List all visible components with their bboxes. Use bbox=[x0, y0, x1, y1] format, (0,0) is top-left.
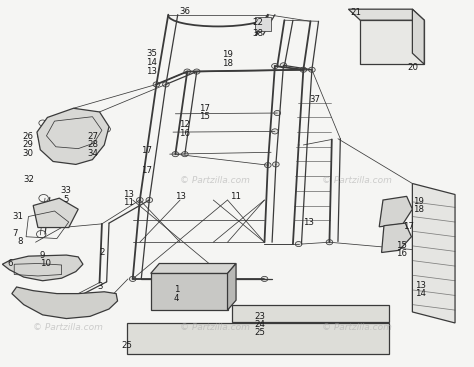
Text: 23: 23 bbox=[254, 312, 265, 321]
Polygon shape bbox=[360, 20, 424, 64]
Text: 30: 30 bbox=[22, 149, 33, 158]
Text: © Partzilla.com: © Partzilla.com bbox=[33, 323, 103, 332]
Text: 37: 37 bbox=[310, 95, 321, 103]
Text: 11: 11 bbox=[230, 192, 241, 201]
Polygon shape bbox=[412, 9, 424, 64]
Text: 16: 16 bbox=[396, 249, 408, 258]
Text: 5: 5 bbox=[64, 195, 69, 204]
Text: 31: 31 bbox=[12, 212, 24, 221]
Circle shape bbox=[272, 63, 278, 69]
Text: 17: 17 bbox=[141, 146, 153, 155]
Circle shape bbox=[273, 162, 279, 167]
Text: 1: 1 bbox=[173, 286, 179, 294]
Circle shape bbox=[172, 152, 179, 157]
Circle shape bbox=[280, 63, 287, 68]
Circle shape bbox=[146, 197, 153, 203]
Text: 13: 13 bbox=[302, 218, 314, 226]
Circle shape bbox=[300, 67, 307, 72]
Circle shape bbox=[264, 163, 271, 168]
Text: 2: 2 bbox=[99, 248, 105, 257]
Text: 35: 35 bbox=[146, 49, 157, 58]
Circle shape bbox=[153, 82, 160, 87]
Circle shape bbox=[295, 241, 302, 247]
Circle shape bbox=[193, 69, 200, 74]
Text: 25: 25 bbox=[254, 328, 265, 337]
Text: 19: 19 bbox=[413, 197, 423, 206]
Text: 17: 17 bbox=[403, 222, 414, 231]
Text: 13: 13 bbox=[415, 281, 427, 290]
Text: 13: 13 bbox=[146, 67, 157, 76]
Text: 16: 16 bbox=[179, 129, 191, 138]
Text: 3: 3 bbox=[98, 283, 103, 291]
Text: 12: 12 bbox=[179, 120, 191, 129]
Text: 25: 25 bbox=[121, 341, 133, 350]
Polygon shape bbox=[37, 108, 109, 164]
Text: 21: 21 bbox=[350, 8, 361, 17]
Polygon shape bbox=[412, 184, 455, 323]
Polygon shape bbox=[228, 264, 236, 310]
Polygon shape bbox=[379, 196, 412, 227]
Text: 28: 28 bbox=[87, 141, 98, 149]
Text: 36: 36 bbox=[179, 7, 191, 15]
Text: 26: 26 bbox=[22, 132, 33, 141]
Polygon shape bbox=[151, 273, 228, 310]
Text: 38: 38 bbox=[253, 29, 264, 37]
Text: 13: 13 bbox=[123, 190, 135, 199]
Circle shape bbox=[137, 197, 143, 203]
Circle shape bbox=[184, 69, 191, 74]
Text: 32: 32 bbox=[24, 175, 35, 184]
Circle shape bbox=[272, 129, 278, 134]
Polygon shape bbox=[151, 264, 236, 273]
Polygon shape bbox=[12, 287, 118, 319]
Text: 8: 8 bbox=[17, 237, 23, 246]
Text: 20: 20 bbox=[407, 63, 418, 72]
Polygon shape bbox=[33, 198, 78, 228]
Text: 11: 11 bbox=[123, 199, 135, 207]
Text: 33: 33 bbox=[61, 186, 72, 195]
Text: © Partzilla.com: © Partzilla.com bbox=[180, 323, 250, 332]
Text: 22: 22 bbox=[253, 18, 264, 26]
Circle shape bbox=[326, 240, 333, 245]
Polygon shape bbox=[127, 323, 389, 354]
Text: 15: 15 bbox=[199, 112, 210, 121]
Polygon shape bbox=[232, 305, 389, 322]
Text: © Partzilla.com: © Partzilla.com bbox=[180, 176, 250, 185]
Text: 10: 10 bbox=[39, 259, 51, 268]
Polygon shape bbox=[348, 9, 424, 20]
Polygon shape bbox=[255, 17, 271, 31]
Circle shape bbox=[163, 82, 169, 87]
Text: 19: 19 bbox=[222, 50, 233, 59]
Text: 4: 4 bbox=[173, 294, 179, 303]
Circle shape bbox=[182, 152, 188, 157]
Circle shape bbox=[274, 110, 281, 116]
Text: 24: 24 bbox=[254, 320, 265, 328]
Text: 29: 29 bbox=[22, 141, 33, 149]
Circle shape bbox=[309, 67, 315, 72]
Text: 17: 17 bbox=[141, 166, 153, 175]
Text: 9: 9 bbox=[40, 251, 46, 259]
Text: 14: 14 bbox=[415, 289, 427, 298]
Circle shape bbox=[129, 276, 136, 281]
Circle shape bbox=[261, 276, 268, 281]
Polygon shape bbox=[382, 223, 411, 252]
Text: 15: 15 bbox=[396, 241, 408, 250]
Text: 34: 34 bbox=[87, 149, 98, 158]
Text: 13: 13 bbox=[174, 192, 186, 201]
Text: © Partzilla.com: © Partzilla.com bbox=[322, 176, 392, 185]
Text: 17: 17 bbox=[199, 104, 210, 113]
Text: © Partzilla.com: © Partzilla.com bbox=[322, 323, 392, 332]
Text: 18: 18 bbox=[222, 59, 233, 68]
Text: 18: 18 bbox=[412, 205, 424, 214]
Text: 27: 27 bbox=[87, 132, 98, 141]
Text: 6: 6 bbox=[8, 259, 13, 268]
Polygon shape bbox=[2, 255, 83, 281]
Text: 7: 7 bbox=[12, 229, 18, 237]
Text: 14: 14 bbox=[146, 58, 157, 67]
